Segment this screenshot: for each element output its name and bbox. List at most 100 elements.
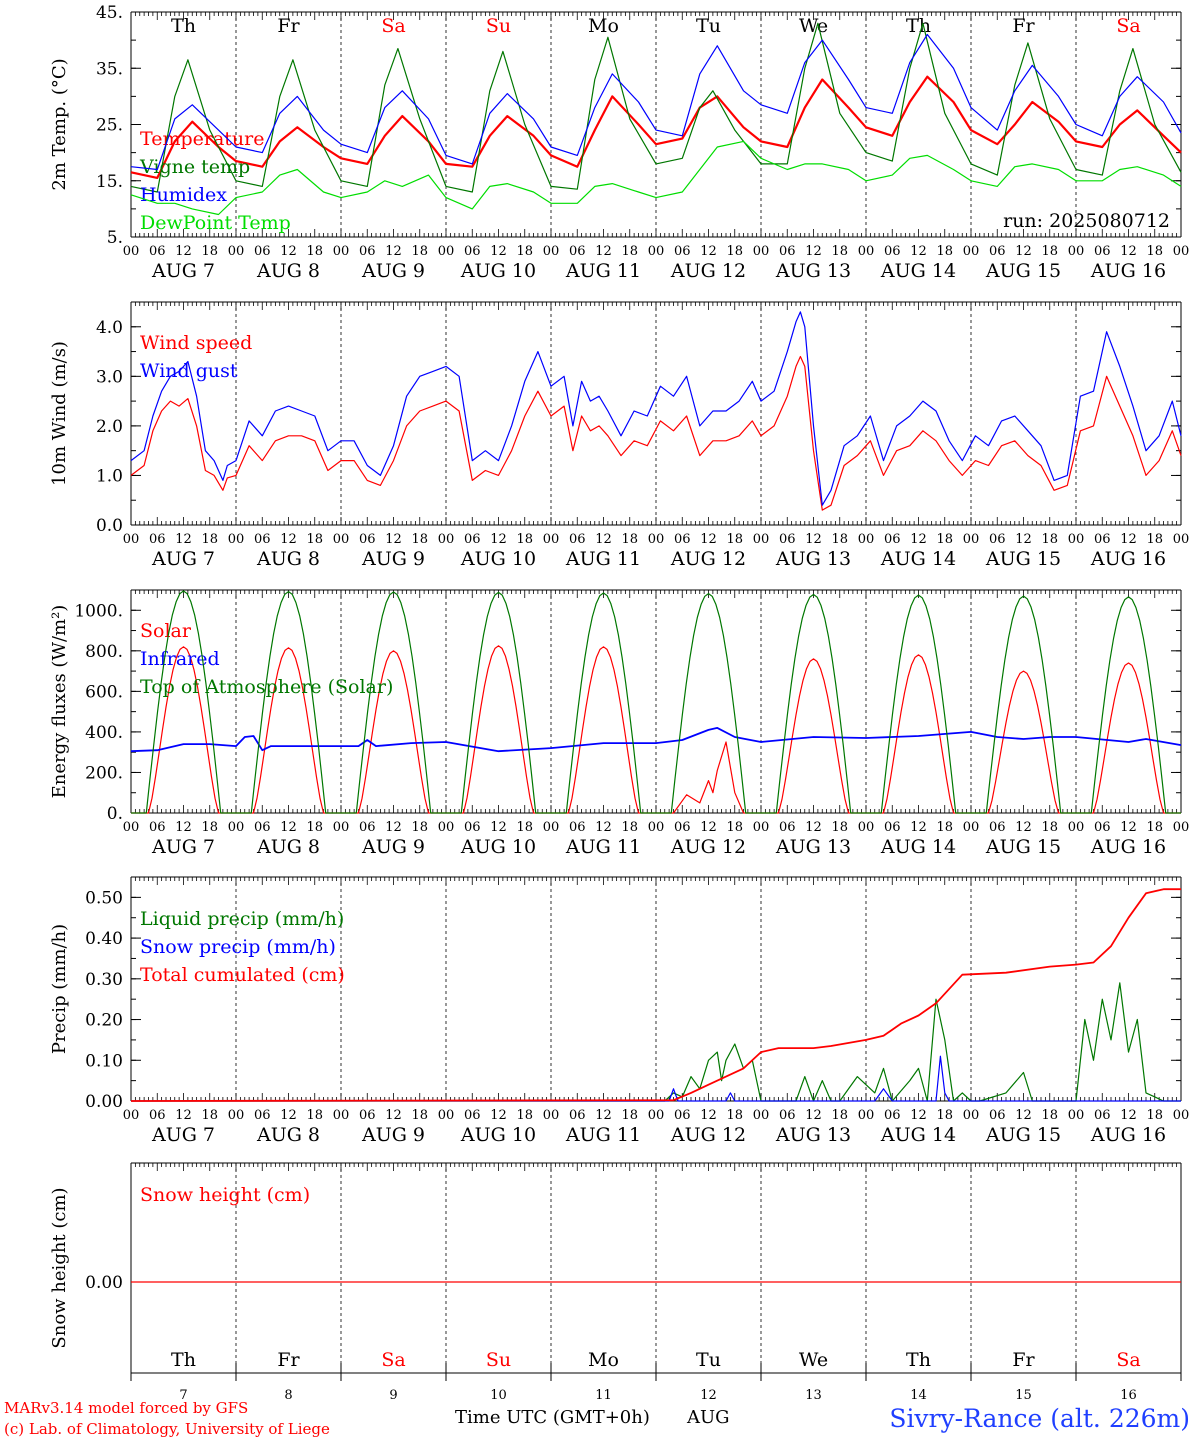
hour-tick-label: 06 (464, 820, 481, 835)
day-date-label: AUG 11 (565, 1124, 641, 1146)
day-date-label: AUG 8 (256, 260, 320, 282)
legend-humidex: Humidex (140, 184, 227, 206)
y-tick-label: 4.0 (96, 318, 123, 338)
hour-tick-label: 06 (779, 1108, 796, 1123)
day-number-label: 7 (179, 1388, 187, 1403)
hour-tick-label: 00 (228, 532, 245, 547)
y-tick-label: 1000. (74, 601, 123, 621)
hour-tick-label: 06 (674, 244, 691, 259)
day-of-week-label: Th (171, 15, 196, 37)
day-of-week-label: Su (486, 1349, 511, 1371)
hour-tick-label: 18 (516, 820, 533, 835)
y-tick-label: 0.00 (85, 1273, 123, 1293)
hour-tick-label: 12 (280, 820, 297, 835)
hour-tick-label: 00 (123, 820, 140, 835)
hour-tick-label: 00 (543, 532, 560, 547)
hour-tick-label: 18 (411, 244, 428, 259)
hour-tick-label: 12 (1120, 244, 1137, 259)
hour-tick-label: 00 (753, 244, 770, 259)
y-tick-label: 0.0 (96, 516, 123, 536)
hour-tick-label: 00 (1068, 244, 1085, 259)
y-tick-label: 1.0 (96, 466, 123, 486)
day-of-week-label: Sa (381, 15, 405, 37)
y-tick-label: 45. (96, 3, 123, 23)
hour-tick-label: 18 (306, 244, 323, 259)
hour-tick-label: 18 (726, 1108, 743, 1123)
day-of-week-label: Th (906, 15, 931, 37)
hour-tick-label: 18 (411, 820, 428, 835)
hour-tick-label: 00 (228, 1108, 245, 1123)
hour-tick-label: 12 (490, 1108, 507, 1123)
day-date-label: AUG 12 (670, 1124, 746, 1146)
y-tick-label: 0.40 (85, 929, 123, 949)
hour-tick-label: 18 (1146, 532, 1163, 547)
hour-tick-label: 00 (1173, 820, 1190, 835)
hour-tick-label: 12 (385, 1108, 402, 1123)
y-tick-label: 25. (96, 116, 123, 136)
series-line-liquid-precip-mm-h- (131, 982, 1181, 1102)
hour-tick-label: 06 (674, 820, 691, 835)
day-of-week-label: We (799, 15, 828, 37)
legend-solar: Solar (140, 620, 192, 642)
day-date-label: AUG 7 (151, 836, 215, 858)
day-date-label: AUG 13 (775, 836, 851, 858)
legend-snow-precip-mm-h-: Snow precip (mm/h) (140, 936, 336, 958)
y-tick-label: 0.30 (85, 970, 123, 990)
hour-tick-label: 00 (1068, 532, 1085, 547)
day-date-label: AUG 14 (880, 1124, 956, 1146)
day-date-label: AUG 10 (460, 1124, 536, 1146)
hour-tick-label: 18 (306, 1108, 323, 1123)
hour-tick-label: 06 (149, 244, 166, 259)
hour-tick-label: 00 (858, 532, 875, 547)
hour-tick-label: 18 (936, 532, 953, 547)
hour-tick-label: 00 (543, 244, 560, 259)
hour-tick-label: 18 (516, 1108, 533, 1123)
day-of-week-label: Su (486, 15, 511, 37)
hour-tick-label: 18 (831, 532, 848, 547)
day-date-label: AUG 10 (460, 260, 536, 282)
y-tick-label: 0.00 (85, 1092, 123, 1112)
day-date-label: AUG 14 (880, 260, 956, 282)
hour-tick-label: 18 (621, 244, 638, 259)
hour-tick-label: 12 (175, 244, 192, 259)
hour-tick-label: 00 (858, 820, 875, 835)
hour-tick-label: 18 (621, 1108, 638, 1123)
hour-tick-label: 12 (910, 820, 927, 835)
y-tick-label: 800. (85, 642, 123, 662)
hour-tick-label: 12 (595, 244, 612, 259)
legend-snow-height-cm-: Snow height (cm) (140, 1184, 310, 1206)
day-date-label: AUG 13 (775, 548, 851, 570)
hour-tick-label: 18 (936, 1108, 953, 1123)
hour-tick-label: 00 (648, 820, 665, 835)
day-date-label: AUG 11 (565, 260, 641, 282)
hour-tick-label: 18 (1146, 1108, 1163, 1123)
hour-tick-label: 00 (648, 1108, 665, 1123)
hour-tick-label: 00 (648, 532, 665, 547)
hour-tick-label: 00 (1173, 1108, 1190, 1123)
day-of-week-label: Fr (277, 1349, 300, 1371)
hour-tick-label: 00 (123, 532, 140, 547)
y-tick-label: 600. (85, 682, 123, 702)
hour-tick-label: 18 (831, 820, 848, 835)
y-axis-label: Energy fluxes (W/m²) (49, 605, 70, 799)
hour-tick-label: 12 (490, 244, 507, 259)
hour-tick-label: 18 (831, 1108, 848, 1123)
hour-tick-label: 12 (385, 532, 402, 547)
day-date-label: AUG 9 (361, 260, 425, 282)
legend-infrared: Infrared (140, 648, 220, 670)
day-date-label: AUG 8 (256, 1124, 320, 1146)
hour-tick-label: 12 (910, 1108, 927, 1123)
hour-tick-label: 06 (254, 532, 271, 547)
hour-tick-label: 18 (411, 532, 428, 547)
day-of-week-label: Sa (381, 1349, 405, 1371)
hour-tick-label: 00 (438, 532, 455, 547)
hour-tick-label: 12 (595, 820, 612, 835)
day-number-label: 9 (389, 1388, 397, 1403)
hour-tick-label: 12 (280, 244, 297, 259)
day-date-label: AUG 8 (256, 548, 320, 570)
hour-tick-label: 18 (1146, 820, 1163, 835)
y-tick-label: 0.20 (85, 1011, 123, 1031)
hour-tick-label: 06 (1094, 532, 1111, 547)
hour-tick-label: 00 (963, 532, 980, 547)
